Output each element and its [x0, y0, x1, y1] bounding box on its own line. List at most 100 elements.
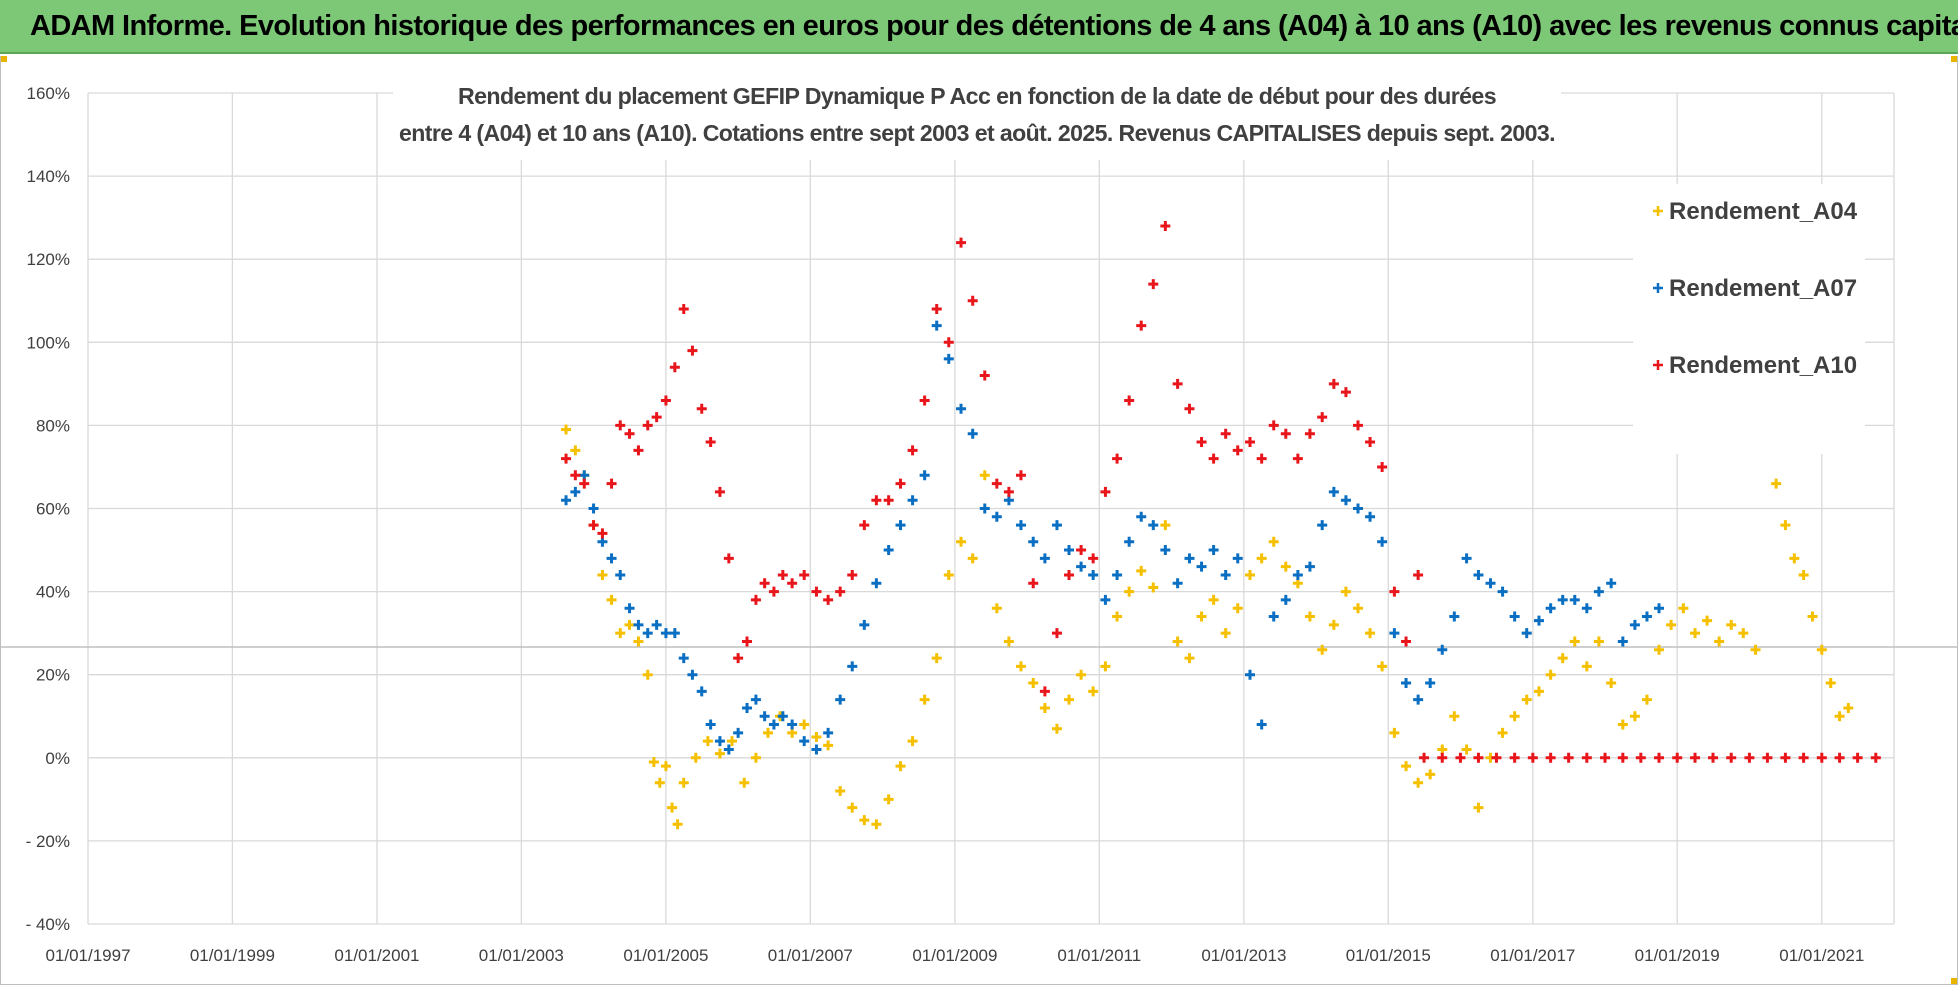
x-tick-label: 01/01/2011 [1057, 946, 1141, 965]
data-point [1527, 752, 1538, 763]
data-point [895, 520, 906, 531]
data-point [1798, 569, 1809, 580]
data-point [1184, 653, 1195, 664]
data-point [1825, 678, 1836, 689]
data-point [1051, 723, 1062, 734]
data-point [991, 478, 1002, 489]
data-point [1365, 628, 1376, 639]
data-point [1738, 628, 1749, 639]
data-point [1449, 711, 1460, 722]
data-point [1771, 478, 1782, 489]
legend-background [1633, 184, 1865, 454]
data-point [1028, 678, 1039, 689]
banner-title: ADAM Informe. Evolution historique des p… [30, 9, 1958, 42]
data-point [570, 486, 581, 497]
data-point [1317, 644, 1328, 655]
data-point [1136, 320, 1147, 331]
data-point [1051, 520, 1062, 531]
data-point [967, 553, 978, 564]
data-point [633, 636, 644, 647]
data-point [1641, 611, 1652, 622]
data-point [615, 628, 626, 639]
data-point [1172, 578, 1183, 589]
data-point [1076, 669, 1087, 680]
data-point [750, 694, 761, 705]
data-point [1039, 553, 1050, 564]
data-point [669, 628, 680, 639]
data-point [669, 362, 680, 373]
data-point [561, 453, 572, 464]
data-point [956, 536, 967, 547]
chart-frame: Rendement du placement GEFIP Dynamique P… [0, 56, 1958, 985]
data-point [1401, 636, 1412, 647]
data-point [835, 586, 846, 597]
data-point [1473, 802, 1484, 813]
data-point [1545, 603, 1556, 614]
y-tick-label: 120% [27, 250, 70, 269]
data-point [979, 370, 990, 381]
data-point [1780, 520, 1791, 531]
data-point [871, 578, 882, 589]
data-point [1726, 619, 1737, 630]
legend-marker [1653, 283, 1663, 293]
data-point [1112, 569, 1123, 580]
data-point [1039, 702, 1050, 713]
x-tick-label: 01/01/2007 [768, 946, 853, 965]
data-point [943, 569, 954, 580]
data-point [570, 470, 581, 481]
data-point [1280, 561, 1291, 572]
data-point [1708, 752, 1719, 763]
data-point [1455, 752, 1466, 763]
data-point [1617, 636, 1628, 647]
data-point [919, 694, 930, 705]
data-point [883, 495, 894, 506]
data-point [943, 337, 954, 348]
data-point [672, 819, 683, 830]
data-point [1160, 545, 1171, 556]
data-point [1473, 569, 1484, 580]
data-point [1172, 378, 1183, 389]
data-point [1304, 561, 1315, 572]
data-point [1015, 661, 1026, 672]
data-point [1834, 711, 1845, 722]
data-point [615, 420, 626, 431]
data-point [799, 719, 810, 730]
data-point [1509, 611, 1520, 622]
data-point [1245, 669, 1255, 680]
data-point [633, 619, 644, 630]
data-point [883, 545, 894, 556]
data-point [1473, 752, 1484, 763]
data-point [1076, 545, 1087, 556]
data-point [1100, 486, 1111, 497]
data-point [1413, 777, 1424, 788]
data-point [1124, 536, 1135, 547]
data-point [931, 304, 942, 315]
data-point [1220, 628, 1231, 639]
y-tick-label: 60% [36, 500, 70, 519]
data-point [696, 403, 707, 414]
data-point [768, 586, 779, 597]
data-point [1617, 719, 1628, 730]
data-point [654, 777, 665, 788]
data-point [823, 594, 834, 605]
data-point [1629, 619, 1640, 630]
data-point [1365, 437, 1376, 448]
data-point [1413, 694, 1424, 705]
data-point [1629, 711, 1640, 722]
data-point [1690, 752, 1701, 763]
data-point [967, 428, 978, 439]
data-point [1064, 545, 1075, 556]
data-point [1557, 594, 1568, 605]
data-point [1798, 752, 1809, 763]
data-point [1569, 594, 1580, 605]
data-point [705, 719, 716, 730]
data-point [1672, 752, 1683, 763]
data-point [1184, 403, 1195, 414]
data-point [1280, 594, 1291, 605]
data-point [1509, 752, 1520, 763]
data-point [1389, 628, 1400, 639]
data-point [1340, 495, 1351, 506]
performance-scatter-chart: Rendement du placement GEFIP Dynamique P… [1, 62, 1957, 965]
data-point [811, 744, 822, 755]
data-point [1328, 378, 1339, 389]
